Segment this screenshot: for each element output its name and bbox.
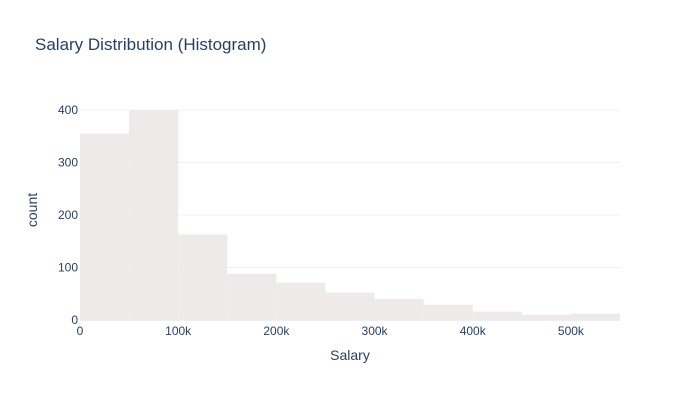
histogram-bar bbox=[423, 304, 473, 320]
x-tick-label: 200k bbox=[263, 324, 290, 338]
histogram-bar bbox=[374, 299, 424, 320]
y-tick-label: 300 bbox=[58, 156, 78, 170]
x-axis-ticks: 0 100k 200k 300k 400k 500k bbox=[77, 324, 585, 338]
histogram-bar bbox=[325, 292, 375, 320]
histogram-bar bbox=[570, 313, 620, 320]
y-tick-label: 400 bbox=[58, 103, 78, 117]
y-tick-label: 200 bbox=[58, 208, 78, 222]
y-axis-ticks: 0 100 200 300 400 bbox=[58, 103, 78, 327]
histogram-bar bbox=[276, 282, 326, 320]
x-tick-label: 0 bbox=[77, 324, 84, 338]
histogram-bar bbox=[178, 234, 228, 320]
histogram-bars bbox=[80, 110, 620, 320]
y-tick-label: 0 bbox=[71, 313, 78, 327]
x-tick-label: 100k bbox=[165, 324, 192, 338]
histogram-bar bbox=[472, 311, 522, 320]
histogram-bar bbox=[80, 133, 130, 320]
y-axis-label: count bbox=[24, 193, 40, 227]
chart-title: Salary Distribution (Histogram) bbox=[35, 35, 266, 54]
histogram-bar bbox=[521, 314, 571, 320]
y-tick-label: 100 bbox=[58, 261, 78, 275]
x-axis-label: Salary bbox=[330, 347, 370, 363]
x-tick-label: 500k bbox=[558, 324, 585, 338]
x-tick-label: 300k bbox=[362, 324, 389, 338]
x-tick-label: 400k bbox=[460, 324, 487, 338]
histogram-bar bbox=[227, 273, 277, 320]
histogram-bar bbox=[129, 110, 179, 320]
